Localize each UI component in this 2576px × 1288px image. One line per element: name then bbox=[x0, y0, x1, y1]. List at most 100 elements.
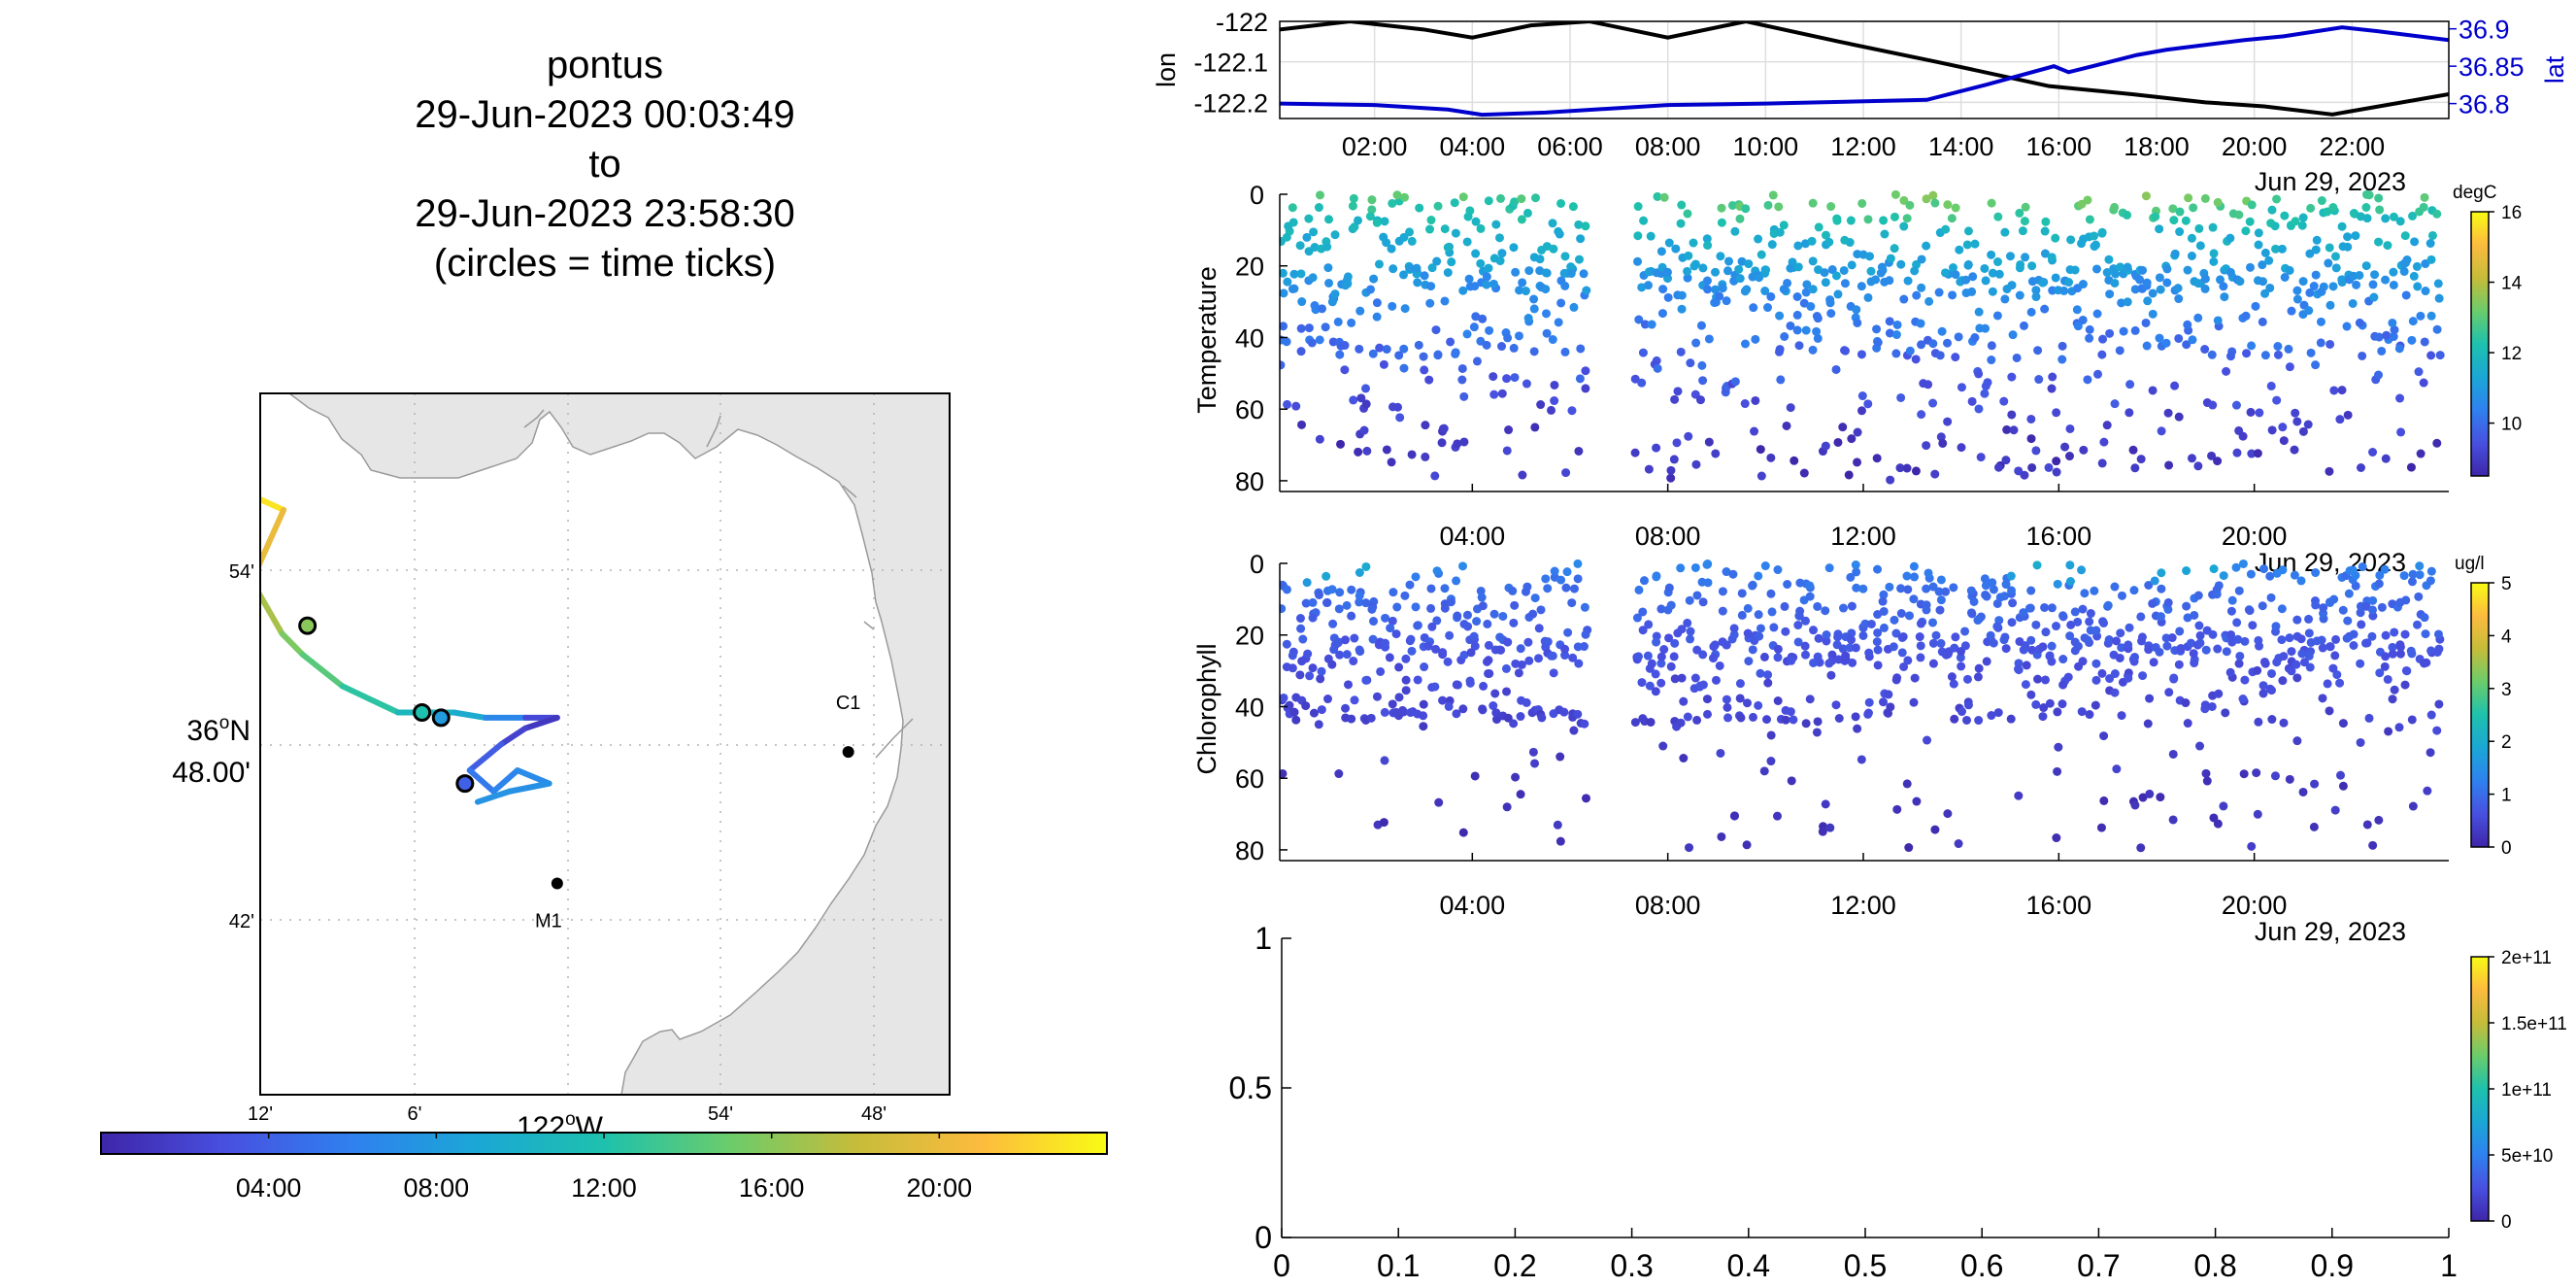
empty-x-tick-label: 0.8 bbox=[2193, 1248, 2236, 1283]
temperature-point bbox=[2303, 420, 2313, 429]
chlorophyll-point bbox=[1716, 748, 1725, 758]
chlorophyll-point bbox=[2278, 676, 2288, 686]
chlorophyll-point bbox=[2388, 649, 2397, 659]
temperature-point bbox=[1382, 345, 1391, 355]
chlorophyll-point bbox=[1754, 571, 1763, 581]
temperature-point bbox=[2188, 335, 2197, 345]
temperature-point bbox=[1930, 198, 1940, 208]
map-colorbar: 04:00 08:00 12:00 16:00 20:00 bbox=[100, 1132, 1108, 1203]
chlorophyll-point bbox=[1879, 697, 1889, 707]
temperature-point bbox=[2040, 226, 2050, 236]
temperature-point bbox=[2335, 415, 2345, 424]
chlorophyll-point bbox=[1462, 610, 1472, 620]
chlorophyll-point bbox=[2202, 776, 2212, 786]
chlorophyll-point bbox=[1341, 703, 1351, 713]
chlorophyll-point bbox=[1652, 572, 1661, 582]
chlorophyll-point bbox=[2086, 609, 2095, 619]
temperature-point bbox=[2085, 333, 2094, 343]
temperature-point bbox=[1663, 292, 1673, 302]
chlorophyll-point bbox=[2239, 769, 2249, 779]
temperature-point bbox=[1987, 198, 1996, 208]
chlorophyll-point bbox=[1651, 669, 1660, 679]
temperature-point bbox=[1489, 279, 1498, 288]
chlorophyll-point bbox=[2124, 640, 2133, 650]
temperature-point bbox=[2092, 309, 2102, 319]
chlorophyll-point bbox=[2117, 643, 2126, 653]
temperature-point bbox=[2312, 235, 2322, 245]
chlorophyll-point bbox=[1889, 642, 1898, 652]
chlorophyll-point bbox=[2368, 840, 2378, 850]
chlorophyll-point bbox=[2124, 673, 2133, 683]
temperature-point bbox=[1702, 234, 1712, 244]
temperature-point bbox=[1766, 291, 1776, 301]
temperature-point bbox=[1988, 287, 1997, 296]
chlorophyll-point bbox=[1873, 661, 1883, 670]
temperature-point bbox=[2425, 239, 2435, 249]
chlorophyll-point bbox=[1763, 670, 1773, 680]
chlorophyll-point bbox=[2285, 633, 2294, 643]
temperature-point bbox=[1967, 287, 1977, 296]
temperature-point bbox=[1899, 221, 1909, 231]
temperature-point bbox=[1813, 314, 1823, 323]
temperature-point bbox=[1324, 278, 1334, 288]
chlorophyll-point bbox=[1573, 559, 1583, 568]
chlorophyll-point bbox=[2021, 680, 2030, 690]
temperature-point bbox=[2213, 316, 2223, 325]
chlorophyll-point bbox=[1966, 586, 1976, 595]
chlorophyll-point bbox=[2066, 620, 2076, 629]
chlorophyll-point bbox=[2432, 726, 2442, 735]
chlorophyll-point bbox=[2226, 629, 2236, 639]
temperature-point bbox=[1407, 236, 1417, 246]
temperature-point bbox=[1872, 324, 1882, 334]
temperature-point bbox=[2254, 240, 2263, 250]
track-segment bbox=[466, 741, 505, 774]
chlorophyll-point bbox=[2420, 613, 2429, 623]
chlorophyll-point bbox=[2338, 605, 2348, 615]
temperature-point bbox=[1808, 198, 1818, 208]
temperature-point bbox=[1356, 393, 1366, 403]
chlorophyll-point bbox=[1361, 675, 1371, 685]
chlorophyll-point bbox=[1729, 624, 1739, 633]
y-tick-label: 0 bbox=[1250, 181, 1264, 210]
chlorophyll-point bbox=[1562, 567, 1572, 577]
temperature-point bbox=[2027, 462, 2037, 472]
temperature-point bbox=[2357, 463, 2366, 473]
temperature-point bbox=[1750, 426, 1759, 436]
title-line-1: pontus bbox=[547, 44, 663, 86]
temperature-point bbox=[2079, 445, 2089, 455]
chlorophyll-point bbox=[1924, 568, 1933, 578]
temperature-point bbox=[2272, 194, 2282, 204]
chlorophyll-point bbox=[1890, 615, 1899, 625]
temperature-point bbox=[2085, 215, 2094, 224]
position-x-tick: 06:00 bbox=[1537, 132, 1603, 161]
temperature-point bbox=[1981, 381, 1991, 390]
chlorophyll-point bbox=[2374, 579, 2384, 589]
chlorophyll-point bbox=[1683, 618, 1692, 627]
temperature-point bbox=[2414, 367, 2424, 377]
temperature-point bbox=[1951, 203, 1960, 213]
temperature-point bbox=[1993, 212, 2003, 221]
chlorophyll-point bbox=[2266, 593, 2276, 602]
chlorophyll-point bbox=[1763, 678, 1773, 688]
temperature-point bbox=[2272, 395, 2282, 405]
temperature-point bbox=[1840, 346, 1850, 356]
chlorophyll-point bbox=[2381, 630, 2391, 640]
temperature-point bbox=[1633, 202, 1643, 212]
temperature-point bbox=[1393, 402, 1403, 412]
temperature-point bbox=[1676, 219, 1686, 228]
temperature-point bbox=[1349, 193, 1358, 203]
temperature-point bbox=[2381, 275, 2391, 285]
temperature-point bbox=[1845, 238, 1855, 248]
chlorophyll-point bbox=[1296, 624, 1306, 633]
chlorophyll-point bbox=[2343, 616, 2353, 626]
temperature-point bbox=[1462, 329, 1472, 339]
temperature-point bbox=[2105, 289, 2115, 299]
chlorophyll-point bbox=[1288, 651, 1297, 661]
temperature-point bbox=[1634, 315, 1644, 324]
chlorophyll-point bbox=[1916, 619, 1925, 628]
temperature-point bbox=[1735, 214, 1745, 223]
temperature-point bbox=[2374, 237, 2384, 247]
temperature-point bbox=[1695, 395, 1705, 405]
chlorophyll-point bbox=[2053, 707, 2062, 717]
